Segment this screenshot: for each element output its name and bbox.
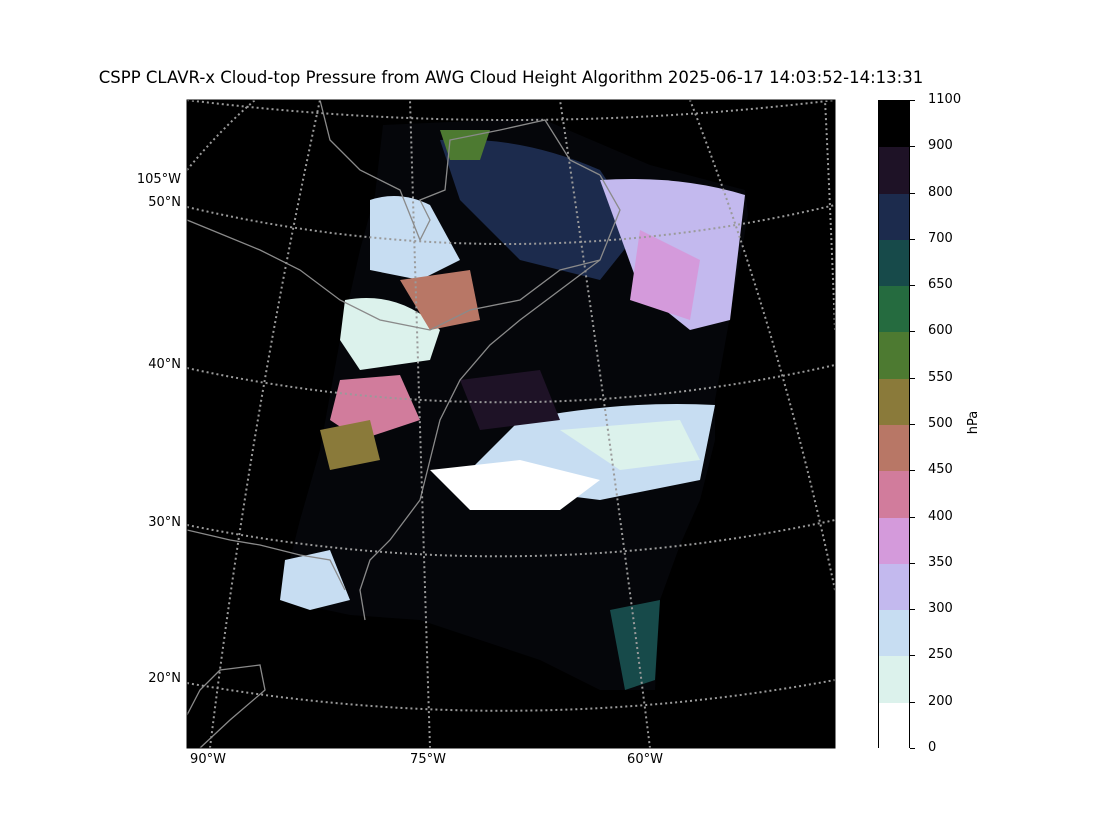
colorbar-tick-label: 500 xyxy=(928,416,953,431)
colorbar-tick-mark xyxy=(910,470,915,472)
colorbar-segment xyxy=(879,471,909,519)
colorbar-tick-label: 0 xyxy=(928,740,937,755)
colorbar-segment xyxy=(879,193,909,241)
mid-cloud-north xyxy=(440,139,640,280)
lat-line-30n xyxy=(187,519,835,558)
colorbar-segment xyxy=(879,147,909,195)
lon-label-60w: 60°W xyxy=(627,752,663,767)
mixed-cloud-3 xyxy=(320,420,380,470)
colorbar-segment xyxy=(879,656,909,704)
colorbar-tick-mark xyxy=(910,100,915,101)
colorbar-tick-label: 450 xyxy=(928,462,953,478)
low-cloud-west xyxy=(340,298,440,370)
colorbar-label: hPa xyxy=(966,410,982,435)
colorbar-tick-mark xyxy=(910,146,915,148)
colorbar-segment xyxy=(879,286,909,333)
lon-line-105w xyxy=(187,100,256,171)
lon-line-75w xyxy=(409,100,431,748)
border-us-canada xyxy=(187,219,601,331)
lat-label-50n: 50°N xyxy=(148,195,181,210)
colorbar-tick-mark xyxy=(910,192,915,194)
colorbar-segment xyxy=(879,378,909,426)
lon-label-75w: 75°W xyxy=(410,752,446,767)
cloud-band-south-2 xyxy=(430,460,600,510)
colorbar-segment xyxy=(879,563,909,611)
colorbar xyxy=(878,100,910,750)
colorbar-tick-mark xyxy=(910,331,915,333)
colorbar-tick-mark xyxy=(910,238,915,240)
colorbar-tick-label: 300 xyxy=(928,601,953,617)
colorbar-segment xyxy=(879,239,909,287)
colorbar-tick-mark xyxy=(910,562,915,564)
lon-line-90w xyxy=(209,100,321,748)
colorbar-tick-mark xyxy=(910,701,915,703)
lat-line-50n xyxy=(187,204,835,245)
colorbar-tick-mark xyxy=(910,609,915,611)
colorbar-tick-label: 250 xyxy=(928,647,953,663)
colorbar-tick-label: 200 xyxy=(928,693,953,709)
plot-title: CSPP CLAVR-x Cloud-top Pressure from AWG… xyxy=(98,68,924,87)
coastline-canada xyxy=(319,100,601,242)
colorbar-tick-label: 800 xyxy=(928,184,953,200)
colorbar-tick-label: 400 xyxy=(928,508,953,524)
colorbar-tick-mark xyxy=(910,748,915,749)
colorbar-tick-mark xyxy=(910,377,915,379)
teal-cloud-sw xyxy=(610,600,660,690)
dark-cloud-mid xyxy=(460,370,560,430)
lat-label-30n: 30°N xyxy=(148,515,181,530)
lat-label-40n: 40°N xyxy=(148,357,181,372)
lat-line-20n xyxy=(187,679,835,712)
colorbar-tick-mark xyxy=(910,424,915,425)
colorbar-tick-mark xyxy=(910,285,915,287)
lon-line-60w xyxy=(559,100,651,748)
cirrus-ne-2 xyxy=(630,230,700,320)
lon-line-30w xyxy=(824,100,835,331)
cloud-band-south-3 xyxy=(560,420,700,470)
colorbar-tick-label: 700 xyxy=(928,230,953,246)
colorbar-tick-label: 900 xyxy=(928,138,953,154)
colorbar-segment xyxy=(879,332,909,380)
colorbar-tick-mark xyxy=(910,655,915,657)
colorbar-tick-label: 650 xyxy=(928,277,953,293)
colorbar-segment xyxy=(879,610,909,657)
colorbar-tick-label: 350 xyxy=(928,554,953,570)
colorbar-segment xyxy=(879,702,909,750)
colorbar-tick-mark xyxy=(910,516,915,518)
lat-line-40n xyxy=(187,364,835,404)
lat-line-60n xyxy=(187,100,835,121)
map-frame xyxy=(186,99,836,749)
colorbar-tick-label: 1100 xyxy=(928,92,962,107)
colorbar-segment xyxy=(879,517,909,565)
coastline-gulf xyxy=(187,529,346,591)
lat-label-105w: 105°W xyxy=(136,172,181,187)
coastline-mexico xyxy=(187,664,266,748)
colorbar-tick-label: 600 xyxy=(928,323,953,339)
colorbar-segment xyxy=(879,101,909,148)
lat-label-20n: 20°N xyxy=(148,671,181,686)
green-cloud xyxy=(440,130,490,160)
lon-label-90w: 90°W xyxy=(190,752,226,767)
lon-line-45w xyxy=(689,100,835,591)
colorbar-tick-label: 550 xyxy=(928,369,953,385)
coastline-east-us xyxy=(359,174,621,621)
colorbar-segment xyxy=(879,425,909,472)
